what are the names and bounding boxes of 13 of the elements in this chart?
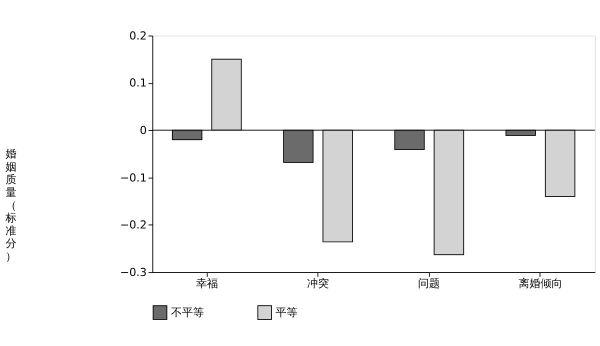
y-tick-label: 0.2 — [129, 29, 147, 42]
y-tick-label: −0.3 — [120, 266, 147, 279]
y-tick-label: 0.1 — [129, 76, 147, 90]
y-tick-label: 0 — [140, 124, 147, 138]
legend-label: 不平等 — [171, 306, 204, 319]
x-tick-label: 离婚倾向 — [518, 277, 562, 290]
x-tick-label: 幸福 — [196, 277, 218, 290]
text: 婚姻质量（标准分） — [6, 148, 17, 263]
y-tick-label: −0.2 — [120, 218, 147, 232]
y-tick-label: −0.1 — [120, 171, 147, 184]
legend-label: 平等 — [276, 306, 298, 319]
x-tick-label: 问题 — [418, 277, 440, 290]
x-tick-label: 冲突 — [307, 277, 330, 290]
